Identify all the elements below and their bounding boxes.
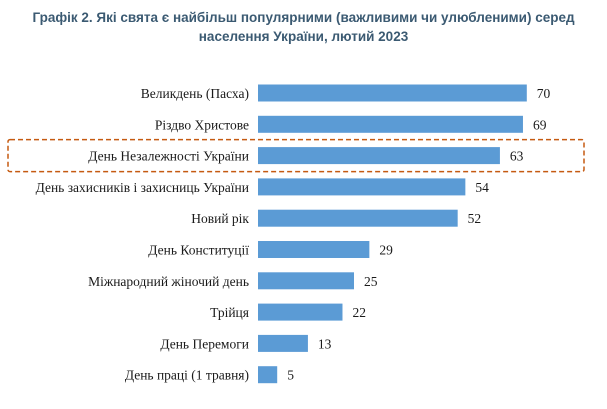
bar	[258, 147, 500, 165]
bar	[258, 115, 523, 133]
category-label: День Незалежності України	[88, 149, 249, 164]
category-label: Великдень (Пасха)	[141, 86, 249, 101]
bar	[258, 84, 527, 102]
bar	[258, 178, 466, 196]
value-label: 13	[318, 336, 332, 351]
category-label: Міжнародний жіночий день	[88, 274, 249, 289]
value-label: 29	[379, 243, 393, 258]
bar	[258, 303, 343, 321]
category-label: Трійця	[210, 305, 249, 320]
highlight-box	[7, 138, 585, 173]
value-label: 70	[537, 86, 551, 101]
value-label: 5	[287, 368, 294, 383]
value-label: 63	[510, 149, 524, 164]
category-label: День праці (1 травня)	[125, 368, 249, 383]
bar	[258, 366, 278, 384]
category-label: Різдво Христове	[155, 117, 249, 132]
category-label: День Конституції	[148, 243, 249, 258]
bar	[258, 334, 308, 352]
chart-title: Графік 2. Які свята є найбільш популярни…	[0, 8, 607, 46]
bar	[258, 272, 354, 290]
category-label: День захисників і захисниць України	[36, 180, 249, 195]
value-label: 69	[533, 117, 547, 132]
value-label: 22	[352, 305, 366, 320]
bars-layer: Великдень (Пасха) 70 Різдво Христове 69 День…	[7, 84, 585, 384]
value-label: 25	[364, 274, 378, 289]
bar	[258, 241, 370, 258]
chart-title-line-1: Графік 2. Які свята є найбільш популярни…	[32, 10, 575, 25]
value-label: 52	[468, 211, 482, 226]
category-label: Новий рік	[191, 211, 249, 226]
bar	[258, 209, 458, 227]
value-label: 54	[475, 180, 489, 195]
category-label: День Перемоги	[160, 336, 249, 351]
chart-title-line-2: населення України, лютий 2023	[198, 29, 409, 44]
